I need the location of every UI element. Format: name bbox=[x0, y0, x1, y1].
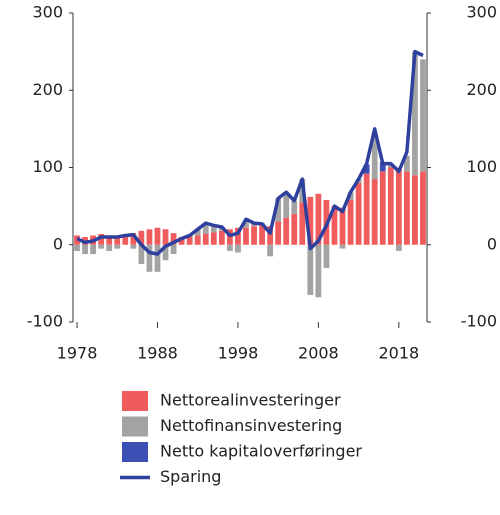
legend-swatch bbox=[122, 416, 148, 437]
bar bbox=[122, 237, 129, 245]
y-tick-label: 300 bbox=[32, 3, 63, 22]
bar bbox=[403, 171, 410, 245]
legend-label: Sparing bbox=[160, 467, 221, 486]
bar bbox=[98, 233, 105, 245]
bar bbox=[291, 200, 298, 214]
bar bbox=[339, 207, 346, 245]
bar bbox=[347, 199, 354, 245]
bar bbox=[98, 244, 105, 249]
legend-swatch bbox=[122, 442, 148, 462]
bar bbox=[275, 198, 282, 222]
bar bbox=[114, 237, 121, 245]
bar bbox=[299, 202, 306, 245]
bar bbox=[403, 155, 410, 172]
bar bbox=[315, 244, 322, 298]
bar bbox=[395, 167, 402, 245]
bar bbox=[226, 244, 233, 251]
bar bbox=[130, 244, 137, 249]
bar bbox=[162, 244, 169, 261]
bar bbox=[275, 221, 282, 245]
bar bbox=[307, 196, 314, 245]
bar bbox=[243, 220, 249, 228]
bar bbox=[235, 227, 241, 245]
bar bbox=[371, 132, 378, 180]
sparing-line bbox=[76, 49, 424, 256]
bar bbox=[412, 51, 418, 176]
bar bbox=[202, 223, 209, 234]
bar bbox=[395, 244, 402, 251]
y2-tick-label: 100 bbox=[466, 157, 497, 176]
y-tick-label: 100 bbox=[32, 157, 63, 176]
bar bbox=[130, 233, 137, 245]
bar bbox=[420, 171, 426, 245]
bar bbox=[114, 244, 121, 249]
bar bbox=[412, 175, 418, 245]
bar bbox=[259, 224, 265, 245]
bar bbox=[267, 244, 274, 257]
bar bbox=[323, 244, 330, 268]
bar bbox=[154, 227, 161, 245]
x-tick-label: 1988 bbox=[137, 344, 178, 363]
bar bbox=[291, 213, 298, 245]
x-tick-label: 2008 bbox=[298, 344, 339, 363]
bar bbox=[74, 244, 80, 251]
bar bbox=[210, 226, 217, 233]
bar bbox=[267, 226, 274, 245]
y-tick-label: 200 bbox=[32, 80, 63, 99]
bar bbox=[315, 193, 322, 245]
bar bbox=[146, 244, 153, 272]
bar bbox=[146, 229, 153, 245]
bar bbox=[170, 233, 177, 245]
bar bbox=[251, 226, 257, 245]
legend-label: Nettofinansinvestering bbox=[160, 416, 342, 435]
y2-tick-label: 0 bbox=[487, 234, 497, 253]
bar bbox=[218, 230, 225, 245]
bar bbox=[283, 217, 290, 245]
y-tick-label: 0 bbox=[53, 234, 63, 253]
bar bbox=[82, 244, 88, 255]
bar bbox=[170, 244, 177, 255]
bar bbox=[154, 244, 161, 272]
bar bbox=[307, 244, 314, 295]
bar bbox=[363, 164, 370, 174]
bar bbox=[210, 232, 217, 245]
legend-swatch bbox=[122, 391, 148, 411]
bar bbox=[90, 244, 97, 255]
y2-tick-label: -100 bbox=[461, 312, 497, 331]
y2-tick-label: 300 bbox=[466, 3, 497, 22]
bar bbox=[339, 244, 346, 249]
bar bbox=[106, 235, 113, 245]
bar bbox=[379, 162, 386, 172]
bar bbox=[162, 229, 169, 245]
y2-tick-label: 200 bbox=[466, 80, 497, 99]
y-tick-label: -100 bbox=[27, 312, 63, 331]
bar bbox=[379, 171, 386, 245]
bar bbox=[235, 244, 241, 253]
legend-label: Netto kapitaloverføringer bbox=[160, 442, 362, 461]
bar bbox=[194, 229, 201, 236]
bar bbox=[194, 235, 201, 245]
bar bbox=[283, 192, 290, 218]
legend-label: Nettorealinvesteringer bbox=[160, 391, 341, 410]
bar bbox=[178, 237, 185, 245]
bar bbox=[363, 173, 370, 245]
bar bbox=[202, 233, 209, 245]
bar bbox=[106, 244, 113, 251]
x-tick-label: 2018 bbox=[378, 344, 419, 363]
bar bbox=[387, 167, 394, 245]
bar bbox=[138, 244, 145, 265]
bar bbox=[243, 227, 249, 245]
x-tick-label: 1998 bbox=[218, 344, 259, 363]
x-tick-label: 1978 bbox=[57, 344, 98, 363]
bar bbox=[186, 237, 193, 245]
bar bbox=[371, 179, 378, 245]
bar bbox=[355, 182, 362, 245]
bar bbox=[331, 206, 338, 245]
bar bbox=[420, 59, 426, 172]
bar bbox=[138, 230, 145, 245]
